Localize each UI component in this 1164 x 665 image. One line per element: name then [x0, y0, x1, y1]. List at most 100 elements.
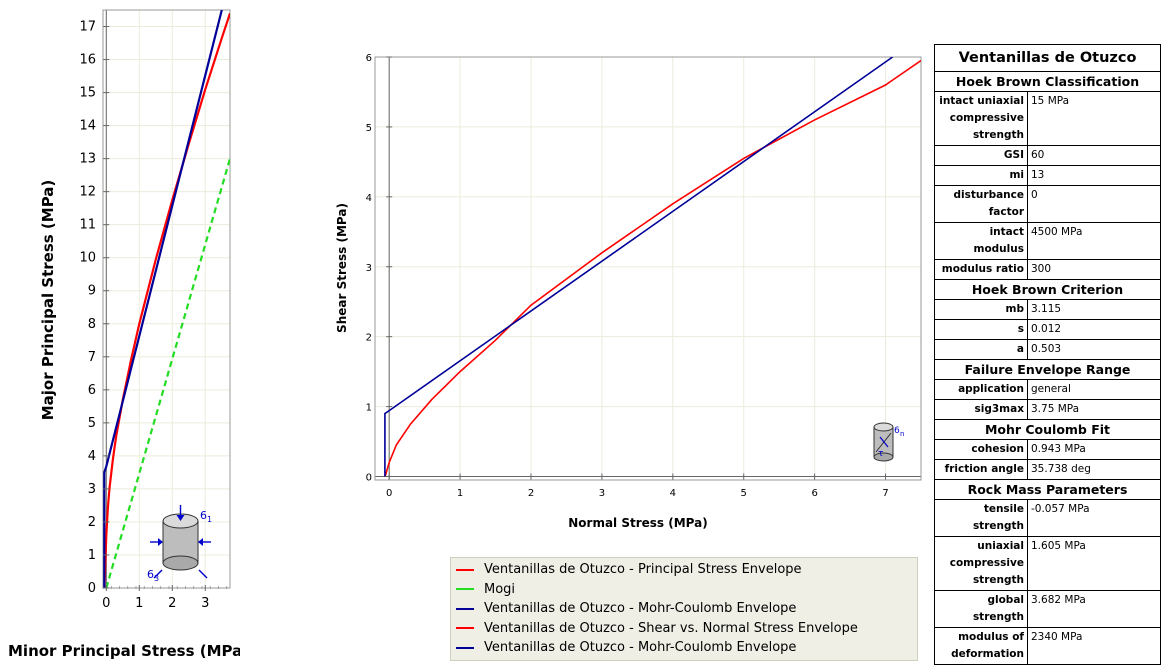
shear-cylinder-icon: 6 n τ: [873, 422, 904, 462]
property-value: 0.012: [1027, 319, 1161, 340]
table-row: a 0.503: [934, 339, 1161, 360]
section-header-row: Mohr Coulomb Fit: [934, 419, 1161, 440]
x-axis-label: Normal Stress (MPa): [568, 516, 707, 530]
x-tick-label: 2: [528, 488, 534, 499]
property-value: 0: [1027, 185, 1161, 223]
property-value: general: [1027, 379, 1161, 400]
x-tick-label: 1: [457, 488, 463, 499]
y-tick-label: 17: [79, 20, 96, 35]
x-tick-label: 5: [741, 488, 747, 499]
legend-swatch: [456, 607, 474, 610]
sigma-n-icon-sub: n: [900, 430, 904, 438]
legend-item: Mogi: [451, 580, 917, 600]
y-tick-label: 12: [79, 185, 96, 200]
table-title: Ventanillas de Otuzco: [934, 44, 1161, 72]
property-name: cohesion: [934, 439, 1028, 460]
x-axis-label: Minor Principal Stress (MPa): [8, 642, 240, 660]
legend-label: Mogi: [484, 581, 516, 597]
y-tick-label: 4: [88, 449, 96, 464]
property-name: uniaxial compressive strength: [934, 536, 1028, 591]
y-tick-label: 3: [88, 482, 96, 497]
section-header: Mohr Coulomb Fit: [934, 419, 1161, 440]
table-row: modulus ratio 300: [934, 259, 1161, 280]
x-tick-label: 0: [102, 596, 110, 611]
legend-label: Ventanillas de Otuzco - Principal Stress…: [484, 562, 802, 578]
legend-item: Ventanillas de Otuzco - Shear vs. Normal…: [451, 619, 917, 639]
series-line: [103, 10, 223, 588]
y-tick-label: 2: [366, 333, 372, 344]
y-tick-label: 16: [79, 53, 96, 68]
property-value: 3.115: [1027, 299, 1161, 320]
property-value: 2340 MPa: [1027, 627, 1161, 665]
property-name: mb: [934, 299, 1028, 320]
table-row: sig3max 3.75 MPa: [934, 399, 1161, 420]
legend-label: Ventanillas de Otuzco - Mohr-Coulomb Env…: [484, 601, 797, 617]
property-value: 0.503: [1027, 339, 1161, 360]
legend-swatch: [456, 568, 474, 571]
legend-item: Ventanillas de Otuzco - Mohr-Coulomb Env…: [451, 599, 917, 619]
property-value: 1.605 MPa: [1027, 536, 1161, 591]
property-name: application: [934, 379, 1028, 400]
y-axis-label: Major Principal Stress (MPa): [39, 180, 57, 421]
sigma1-icon-label: 6: [200, 509, 207, 522]
property-name: tensile strength: [934, 499, 1028, 537]
table-row: mb 3.115: [934, 299, 1161, 320]
property-name: s: [934, 319, 1028, 340]
table-row: intact modulus 4500 MPa: [934, 222, 1161, 260]
property-name: disturbance factor: [934, 185, 1028, 223]
property-value: 3.682 MPa: [1027, 590, 1161, 628]
y-tick-label: 0: [366, 473, 372, 484]
property-name: modulus of deformation: [934, 627, 1028, 665]
y-tick-label: 6: [366, 53, 372, 64]
y-tick-label: 1: [88, 548, 96, 563]
x-tick-label: 2: [168, 596, 176, 611]
sigma3-icon-label: 6: [147, 568, 154, 581]
y-tick-label: 9: [88, 284, 96, 299]
section-header-row: Failure Envelope Range: [934, 359, 1161, 380]
y-tick-label: 2: [88, 515, 96, 530]
y-tick-label: 5: [88, 416, 96, 431]
y-tick-label: 8: [88, 317, 96, 332]
legend-swatch: [456, 588, 474, 591]
plot-frame: [374, 56, 922, 481]
series-group: [103, 10, 230, 588]
plot-frame: [102, 9, 231, 589]
section-header-row: Hoek Brown Classification: [934, 71, 1161, 92]
x-tick-label: 4: [670, 488, 676, 499]
y-tick-label: 5: [366, 123, 372, 134]
y-tick-label: 15: [79, 86, 96, 101]
table-row: tensile strength -0.057 MPa: [934, 499, 1161, 537]
property-value: 13: [1027, 165, 1161, 186]
table-row: friction angle 35.738 deg: [934, 459, 1161, 480]
sigma3-icon-sub: 3: [154, 574, 159, 583]
y-tick-label: 6: [88, 383, 96, 398]
y-tick-label: 3: [366, 263, 372, 274]
principal-stress-cylinder-icon: 6 1 6 3: [147, 505, 212, 583]
series-line: [103, 12, 230, 588]
x-tick-label: 6: [811, 488, 817, 499]
y-tick-label: 0: [88, 581, 96, 596]
y-axis-label: Shear Stress (MPa): [335, 203, 349, 333]
section-header: Rock Mass Parameters: [934, 479, 1161, 500]
series-group: [384, 57, 921, 477]
series-line: [384, 59, 921, 477]
property-value: 15 MPa: [1027, 91, 1161, 146]
table-row: s 0.012: [934, 319, 1161, 340]
y-tick-label: 1: [366, 403, 372, 414]
legend-item: Ventanillas de Otuzco - Principal Stress…: [451, 560, 917, 580]
x-tick-label: 0: [386, 488, 392, 499]
section-header-row: Hoek Brown Criterion: [934, 279, 1161, 300]
y-tick-label: 13: [79, 152, 96, 167]
legend-swatch: [456, 627, 474, 630]
table-row: GSI 60: [934, 145, 1161, 166]
tau-icon-label: τ: [878, 449, 883, 459]
property-value: 300: [1027, 259, 1161, 280]
table-row: intact uniaxial compressive strength 15 M…: [934, 91, 1161, 146]
property-value: 3.75 MPa: [1027, 399, 1161, 420]
section-header: Failure Envelope Range: [934, 359, 1161, 380]
legend-label: Ventanillas de Otuzco - Mohr-Coulomb Env…: [484, 640, 797, 656]
property-name: global strength: [934, 590, 1028, 628]
table-row: cohesion 0.943 MPa: [934, 439, 1161, 460]
table-row: disturbance factor 0: [934, 185, 1161, 223]
